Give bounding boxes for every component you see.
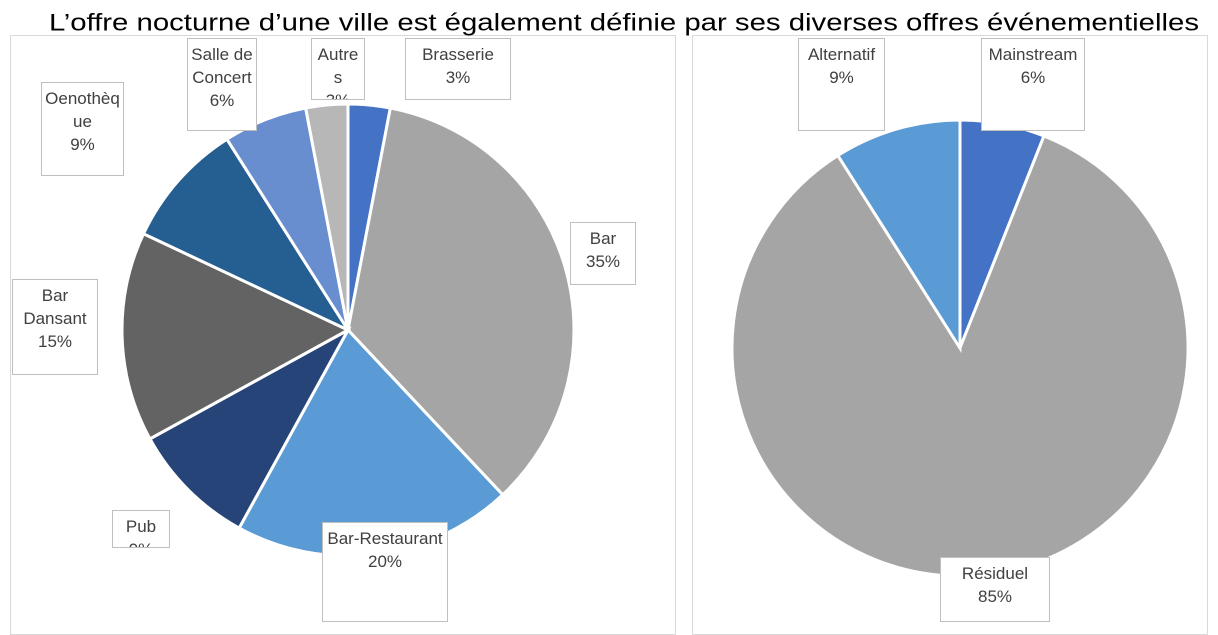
data-label: Oenothèque 9% — [41, 82, 124, 176]
data-label: Bar Dansant 15% — [12, 279, 98, 375]
label-value: 9% — [829, 68, 854, 87]
label-name: Bar Dansant — [23, 286, 87, 328]
label-value: 85% — [977, 587, 1013, 606]
label-name: Bar-Restaurant — [327, 529, 443, 548]
label-value: 3% — [445, 68, 471, 87]
pie-slice — [141, 137, 353, 334]
data-label: Pub 9% — [112, 510, 170, 548]
data-label: Salle de Concert 6% — [187, 38, 257, 131]
label-name: Alternatif — [807, 45, 876, 64]
pie-slice — [303, 102, 350, 331]
data-label: Alternatif 9% — [798, 38, 885, 131]
pie-slice — [147, 326, 352, 531]
label-name: Oenothèque — [45, 89, 120, 131]
label-value: 9% — [70, 135, 95, 154]
label-value: 15% — [37, 332, 73, 351]
label-name: Pub — [125, 517, 157, 536]
pie-slice — [346, 106, 576, 497]
data-label: Mainstream 6% — [981, 38, 1085, 131]
data-label: Résiduel 85% — [940, 557, 1050, 622]
label-value: 6% — [209, 91, 235, 110]
data-label: Bar 35% — [570, 222, 636, 285]
page: L’offre nocturne d’une ville est égaleme… — [10, 9, 1208, 635]
label-name: Autres — [317, 45, 359, 87]
data-label: Brasserie 3% — [405, 38, 511, 100]
label-value: 6% — [1020, 68, 1046, 87]
label-value: 20% — [367, 552, 403, 571]
data-label: Bar-Restaurant 20% — [322, 522, 448, 622]
label-name: Résiduel — [961, 564, 1029, 583]
label-value: 35% — [585, 252, 621, 271]
pie-slice — [835, 118, 962, 354]
data-label: Autres 3% — [311, 38, 365, 100]
label-name: Salle de Concert — [191, 45, 253, 87]
label-name: Bar — [589, 229, 617, 248]
label-name: Mainstream — [988, 45, 1078, 64]
label-value: 9% — [116, 538, 166, 547]
label-name: Brasserie — [422, 45, 494, 64]
chart: L’offre nocturne d’une ville est égaleme… — [49, 9, 1199, 578]
chart-title: L’offre nocturne d’une ville est égaleme… — [49, 9, 1199, 36]
label-value: 3% — [315, 89, 361, 99]
pie-slice — [120, 231, 352, 441]
